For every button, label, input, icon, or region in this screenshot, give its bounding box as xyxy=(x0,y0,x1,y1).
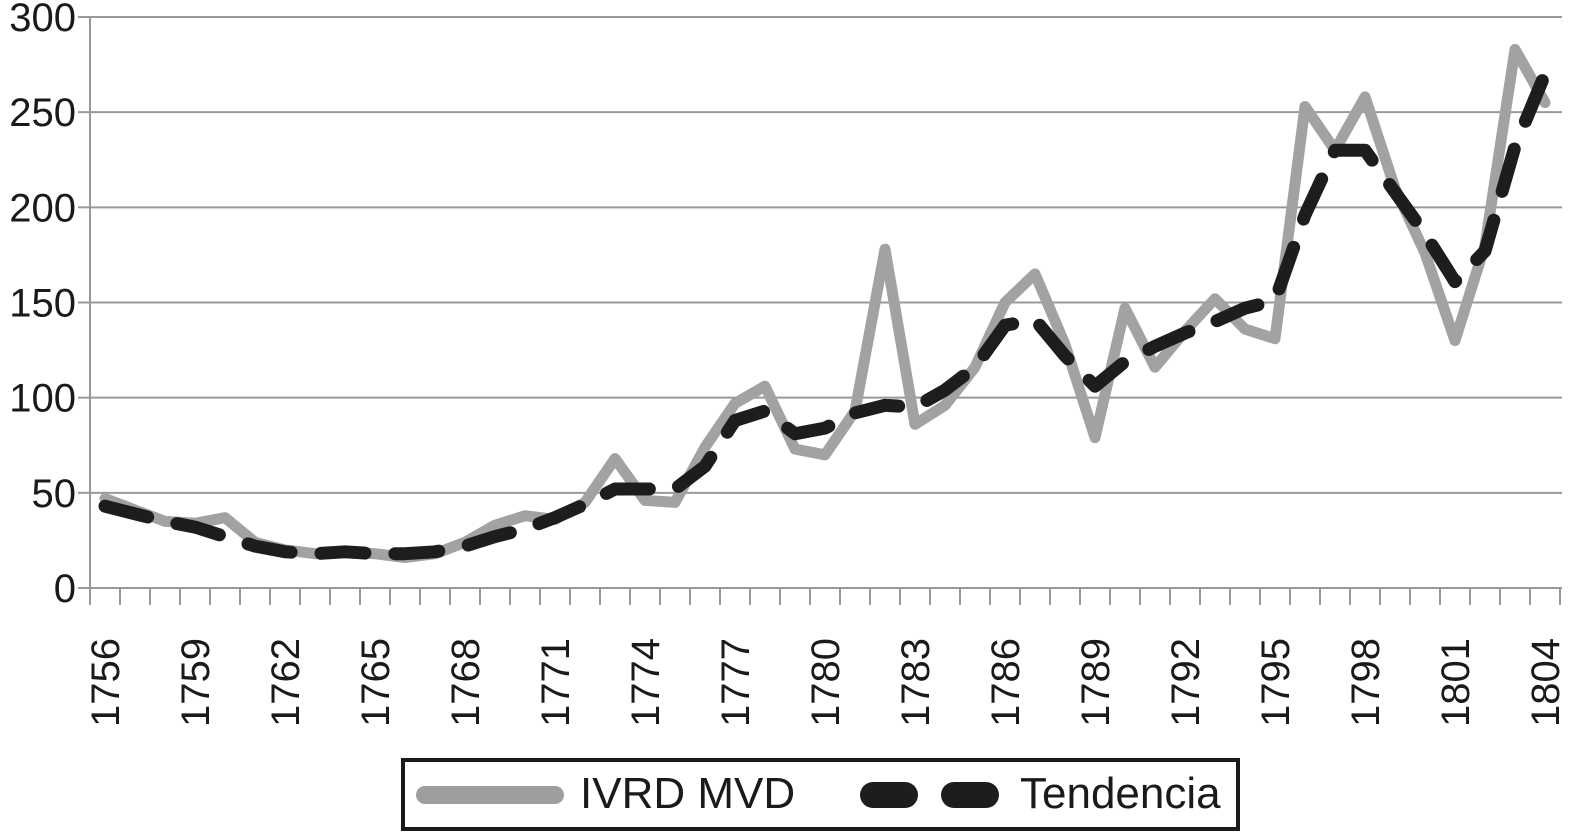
legend-label-tendencia: Tendencia xyxy=(1020,768,1221,818)
x-axis-tick-label: 1774 xyxy=(624,638,668,727)
y-axis-tick-label: 150 xyxy=(9,282,76,326)
x-axis-tick-label: 1780 xyxy=(804,638,848,727)
x-axis-tick-label: 1804 xyxy=(1524,638,1568,727)
legend-line-swatch-ivrd-mvd xyxy=(416,785,564,804)
y-axis-tick-label: 250 xyxy=(9,91,76,135)
y-axis-tick-label: 100 xyxy=(9,377,76,421)
legend-dash-icon xyxy=(941,781,999,808)
x-axis-tick-label: 1783 xyxy=(894,638,938,727)
chart-canvas: 0 50 100 150 200 250 300 1756 1759 1762 1765 1768 17… xyxy=(9,0,1568,727)
legend-label-ivrd-mvd: IVRD MVD xyxy=(580,768,796,818)
legend-dash-swatch-tendencia xyxy=(860,781,1022,808)
x-axis-tick-label: 1762 xyxy=(264,638,308,727)
x-axis-tick-label: 1759 xyxy=(174,638,218,727)
x-axis-tick-label: 1786 xyxy=(984,638,1028,727)
x-axis-tick-label: 1798 xyxy=(1344,638,1388,727)
line-chart: 0 50 100 150 200 250 300 1756 1759 1762 1765 1768 17… xyxy=(9,0,1568,727)
x-axis-tick-label: 1756 xyxy=(84,638,128,727)
legend-dash-icon xyxy=(860,781,918,808)
x-axis-tick-label: 1789 xyxy=(1074,638,1118,727)
chart-legend: IVRD MVD Tendencia xyxy=(401,758,1240,831)
y-axis-tick-label: 200 xyxy=(9,186,76,230)
x-axis-tick-label: 1792 xyxy=(1164,638,1208,727)
y-axis-tick-label: 0 xyxy=(54,567,76,611)
y-axis-tick-label: 50 xyxy=(32,472,77,516)
x-axis-tick-label: 1768 xyxy=(444,638,488,727)
y-axis-tick-label: 300 xyxy=(9,0,76,40)
x-axis-tick-label: 1777 xyxy=(714,638,758,727)
x-axis-tick-label: 1795 xyxy=(1254,638,1298,727)
x-axis-tick-label: 1801 xyxy=(1434,638,1478,727)
series-line-tendencia xyxy=(98,67,1552,561)
x-axis-tick-label: 1765 xyxy=(354,638,398,727)
x-axis-tick-label: 1771 xyxy=(534,638,578,727)
